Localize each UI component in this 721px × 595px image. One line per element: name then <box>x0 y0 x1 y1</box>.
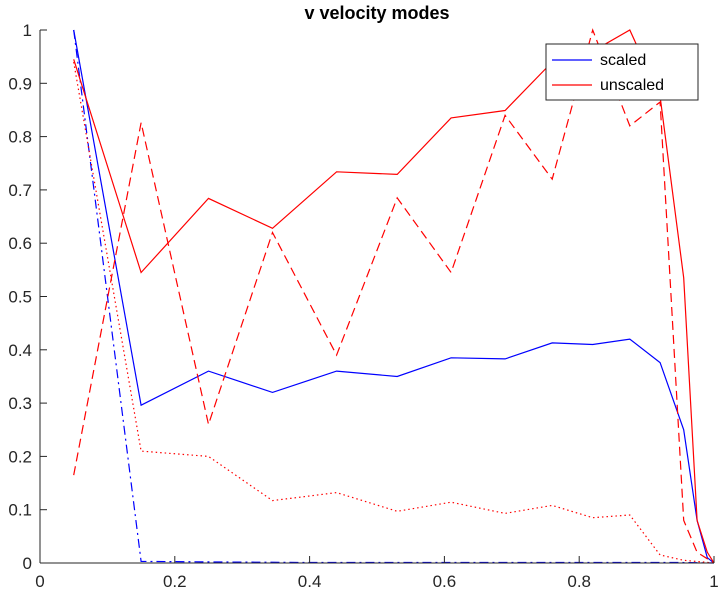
x-tick-label: 0.2 <box>163 572 187 591</box>
y-tick-label: 1 <box>23 21 32 40</box>
y-tick-label: 0.9 <box>8 74 32 93</box>
y-tick-label: 0.6 <box>8 234 32 253</box>
y-tick-label: 0.1 <box>8 501 32 520</box>
x-tick-label: 0.6 <box>433 572 457 591</box>
plot-area <box>40 30 714 563</box>
x-tick-label: 0.4 <box>298 572 322 591</box>
x-tick-label: 0.8 <box>567 572 591 591</box>
legend-label-unscaled: unscaled <box>600 77 664 94</box>
series-line-1 <box>73 29 715 564</box>
y-tick-label: 0 <box>23 554 32 573</box>
y-tick-label: 0.5 <box>8 288 32 307</box>
y-tick-label: 0.4 <box>8 341 32 360</box>
y-tick-label: 0.2 <box>8 447 32 466</box>
tick-labels: 0 0.2 0.4 0.6 0.8 1 0 0.1 0.2 0.3 0.4 0.5 0.6 0.7 0.8 0… <box>8 21 718 591</box>
series-line-3 <box>73 29 715 564</box>
legend-label-scaled: scaled <box>600 52 646 69</box>
x-tick-label: 0 <box>35 572 44 591</box>
axes <box>39 29 715 564</box>
series-line-4 <box>73 28 715 564</box>
chart-title: v velocity modes <box>304 3 449 23</box>
legend-box <box>545 43 699 101</box>
x-tick-label: 1 <box>709 572 718 591</box>
legend: scaled unscaled <box>545 43 699 101</box>
y-tick-label: 0.8 <box>8 128 32 147</box>
y-tick-label: 0.3 <box>8 394 32 413</box>
y-tick-label: 0.7 <box>8 181 32 200</box>
